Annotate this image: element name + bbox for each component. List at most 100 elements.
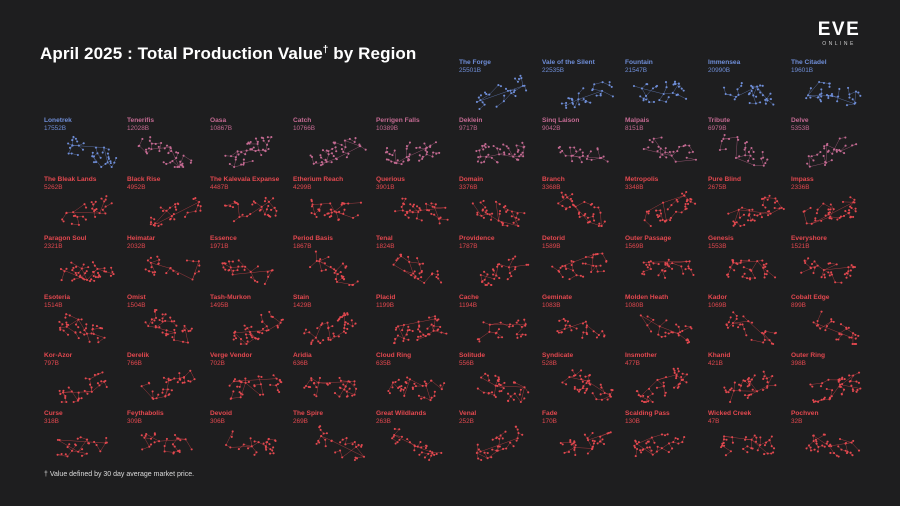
stargate-link — [601, 395, 611, 401]
star-system-point — [648, 138, 651, 142]
stargate-link — [728, 209, 739, 214]
star-system-point — [748, 208, 751, 212]
stargate-link — [840, 144, 857, 152]
region-cell-verge-vendor: Verge Vendor 702B — [210, 352, 290, 408]
stargate-link — [659, 148, 662, 158]
star-system-point — [743, 148, 746, 151]
star-system-point — [742, 447, 745, 451]
star-system-point — [385, 158, 388, 161]
star-system-point — [665, 319, 668, 322]
star-system-point — [809, 87, 812, 90]
star-system-point — [584, 320, 587, 323]
star-system-point — [324, 438, 327, 441]
stargate-link — [826, 321, 832, 327]
star-system-point — [850, 441, 853, 444]
stargate-link — [321, 435, 332, 441]
star-system-point — [499, 434, 502, 437]
star-system-point — [763, 196, 766, 199]
stargate-link — [524, 387, 529, 393]
star-system-point — [178, 165, 181, 169]
star-system-point — [76, 215, 79, 218]
star-system-point — [822, 154, 825, 158]
star-system-point — [148, 139, 151, 142]
stargate-link — [733, 390, 758, 392]
star-system-point — [194, 210, 197, 213]
star-system-point — [417, 335, 420, 338]
stargate-link — [391, 438, 398, 443]
star-system-point — [774, 276, 777, 279]
star-system-point — [256, 142, 259, 146]
stargate-link — [647, 325, 652, 332]
region-name: The Bleak Lands — [44, 176, 97, 183]
star-system-point — [826, 142, 829, 145]
star-system-point — [427, 452, 430, 455]
stargate-link — [166, 210, 173, 217]
star-system-point — [179, 378, 182, 381]
star-system-point — [58, 439, 61, 442]
star-system-point — [400, 205, 403, 208]
star-system-point — [267, 147, 270, 151]
star-system-point — [506, 392, 510, 395]
stargate-link — [516, 324, 526, 335]
star-system-point — [405, 156, 408, 159]
star-system-point — [753, 374, 756, 377]
star-system-point — [253, 279, 257, 282]
star-system-point — [816, 208, 819, 211]
star-system-point — [164, 313, 167, 316]
region-star-map — [475, 141, 526, 164]
region-cell-the-bleak-lands: The Bleak Lands 5262B — [44, 176, 124, 232]
star-system-point — [523, 84, 526, 87]
star-system-point — [141, 448, 144, 451]
star-system-point — [581, 380, 584, 383]
region-star-map — [805, 433, 861, 458]
region-cell-tenal: Tenal 1824B — [376, 235, 456, 291]
region-star-map — [806, 136, 858, 168]
star-system-point — [272, 374, 275, 377]
star-system-point — [181, 162, 184, 165]
star-system-point — [75, 265, 78, 268]
star-system-point — [648, 101, 651, 104]
star-system-point — [641, 272, 644, 275]
star-system-point — [763, 276, 766, 279]
star-system-point — [762, 332, 765, 335]
star-system-point — [387, 389, 390, 393]
star-system-point — [764, 98, 767, 101]
stargate-link — [260, 384, 264, 395]
star-system-point — [845, 276, 848, 279]
star-system-point — [231, 206, 235, 209]
stargate-link — [400, 256, 410, 263]
star-system-point — [674, 160, 677, 163]
star-system-point — [581, 154, 584, 157]
star-system-point — [85, 278, 89, 282]
star-system-point — [244, 153, 247, 156]
star-system-point — [158, 318, 161, 322]
region-value: 2336B — [791, 184, 810, 191]
star-system-point — [471, 202, 474, 205]
region-star-map — [394, 197, 449, 225]
stargate-link — [521, 77, 524, 86]
star-system-point — [278, 390, 281, 394]
star-system-point — [848, 96, 851, 99]
stargate-link — [404, 379, 411, 396]
region-cell-the-spire: The Spire 269B — [293, 410, 373, 466]
stargate-link — [663, 386, 666, 396]
stargate-link — [831, 274, 836, 283]
stargate-link — [663, 92, 673, 95]
region-value: 702B — [210, 360, 225, 367]
region-value: 636B — [293, 360, 308, 367]
region-name: Heimatar — [127, 235, 156, 242]
star-system-point — [756, 214, 759, 217]
star-system-point — [482, 199, 485, 202]
star-system-point — [259, 383, 262, 386]
star-system-point — [437, 328, 440, 331]
star-system-point — [110, 202, 113, 205]
star-system-point — [642, 99, 645, 102]
star-system-point — [648, 446, 651, 449]
stargate-link — [602, 253, 607, 262]
star-system-point — [739, 323, 742, 326]
stargate-link — [416, 211, 419, 219]
star-system-point — [198, 264, 201, 267]
star-system-point — [438, 222, 441, 225]
star-system-point — [184, 438, 187, 441]
star-system-point — [516, 336, 519, 339]
